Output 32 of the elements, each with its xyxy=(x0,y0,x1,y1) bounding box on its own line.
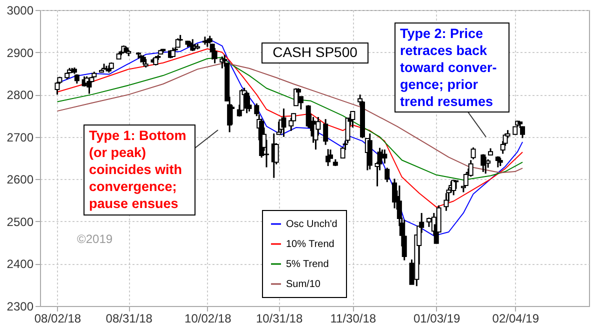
x-tick-label: 10/31/18 xyxy=(256,312,303,326)
candlestick xyxy=(246,95,252,112)
x-tick-label: 02/04/19 xyxy=(492,312,540,326)
annotation: Type 2: Price retraces back toward conver- gence; prior trend resumes xyxy=(400,26,497,109)
y-tick-label: 2800 xyxy=(6,88,34,102)
y-tick-label: 2300 xyxy=(6,300,34,314)
y-tick-label: 2400 xyxy=(6,257,34,272)
y-tick-label: 2500 xyxy=(6,214,34,229)
candlestick xyxy=(384,166,390,183)
x-tick-label: 11/30/18 xyxy=(330,312,376,326)
x-tick-label: 08/02/18 xyxy=(34,312,82,326)
legend-label: 5% Trend xyxy=(286,259,329,270)
y-tick-label: 2700 xyxy=(6,130,34,144)
legend-label: Osc Unch'd xyxy=(286,219,338,230)
candlestick xyxy=(54,81,60,96)
y-tick-label: 2900 xyxy=(6,46,34,60)
x-tick-label: 10/02/18 xyxy=(184,312,232,326)
text: CASH SP500 xyxy=(272,44,358,60)
x-tick-label: 01/03/19 xyxy=(414,312,461,326)
candlestick xyxy=(520,126,526,139)
annotation: Type 1: Bottom (or peak) coincides with convergence; pause ensues xyxy=(89,128,186,211)
candlestick xyxy=(470,146,476,160)
candlestick xyxy=(230,104,235,126)
x-tick-label: 08/31/18 xyxy=(106,312,153,326)
annotation: ©2019 xyxy=(77,232,113,246)
legend-label: Sum/10 xyxy=(286,279,321,290)
y-tick-label: 3000 xyxy=(6,4,34,18)
candlestick xyxy=(323,118,328,146)
candlestick xyxy=(288,117,294,132)
candlestick xyxy=(212,47,218,64)
legend-label: 10% Trend xyxy=(286,239,334,250)
y-tick-label: 2600 xyxy=(6,172,34,187)
